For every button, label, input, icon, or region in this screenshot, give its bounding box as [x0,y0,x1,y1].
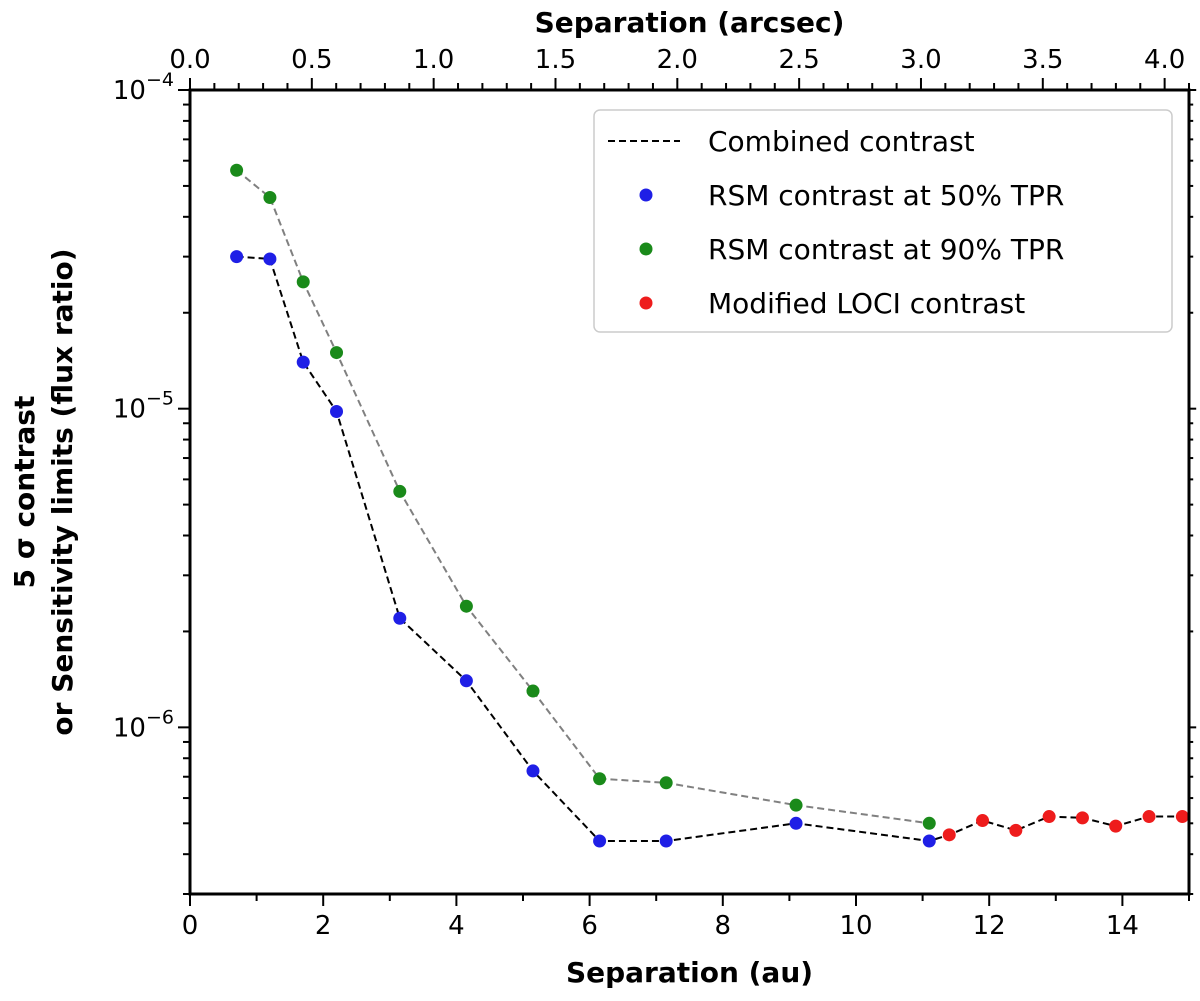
point-rsm-contrast-at-50-tpr [459,674,473,688]
point-rsm-contrast-at-90-tpr [459,599,473,613]
legend: Combined contrast RSM contrast at 50% TPR… [593,109,1173,333]
y-tick-label: 10−6 [113,706,174,743]
point-rsm-contrast-at-50-tpr [526,764,540,778]
x2-tick-label: 2.5 [778,45,819,75]
y-axis-title-line1: 5 σ contrast [8,396,41,589]
series-points [230,163,1189,848]
point-modified-loci-contrast [1175,810,1189,824]
point-rsm-contrast-at-90-tpr [263,190,277,204]
point-rsm-contrast-at-90-tpr [526,684,540,698]
point-modified-loci-contrast [1142,810,1156,824]
legend-marker-swatch [639,188,653,202]
point-rsm-contrast-at-90-tpr [593,772,607,786]
point-modified-loci-contrast [1075,811,1089,825]
y-tick-label: 10−5 [113,388,174,425]
x2-tick-label: 1.5 [535,45,576,75]
point-rsm-contrast-at-90-tpr [230,163,244,177]
point-modified-loci-contrast [1109,819,1123,833]
point-rsm-contrast-at-50-tpr [922,834,936,848]
x2-tick-label: 3.5 [1022,45,1063,75]
legend-marker-swatch [639,242,653,256]
x-tick-label: 8 [715,911,732,941]
point-rsm-contrast-at-90-tpr [296,275,310,289]
x-tick-label: 2 [315,911,332,941]
point-rsm-contrast-at-90-tpr [789,798,803,812]
point-rsm-contrast-at-50-tpr [789,816,803,830]
x2-tick-label: 0.5 [291,45,332,75]
point-rsm-contrast-at-50-tpr [230,250,244,264]
point-modified-loci-contrast [1009,823,1023,837]
legend-label: RSM contrast at 90% TPR [708,233,1064,266]
x-tick-label: 14 [1106,911,1139,941]
point-rsm-contrast-at-90-tpr [393,484,407,498]
point-rsm-contrast-at-90-tpr [659,776,673,790]
x-tick-label: 6 [581,911,598,941]
legend-label: RSM contrast at 50% TPR [708,179,1064,212]
point-modified-loci-contrast [976,814,990,828]
point-rsm-contrast-at-90-tpr [922,816,936,830]
x2-tick-label: 4.0 [1144,45,1185,75]
point-modified-loci-contrast [942,828,956,842]
x-tick-label: 4 [448,911,465,941]
x-tick-label: 10 [839,911,872,941]
point-rsm-contrast-at-50-tpr [296,355,310,369]
y-tick-label: 10−4 [113,69,174,106]
point-rsm-contrast-at-90-tpr [330,346,344,360]
x-axis-title: Separation (au) [566,956,813,989]
tick-labels: 0 2 4 6 8 10 12 14 0.0 0.5 1.0 1.5 2.0 2.5 3.0 3.5 4.0 10… [113,45,1185,941]
x-tick-label: 0 [182,911,199,941]
x2-tick-label: 0.0 [169,45,210,75]
point-rsm-contrast-at-50-tpr [393,611,407,625]
point-rsm-contrast-at-50-tpr [593,834,607,848]
x2-tick-label: 1.0 [413,45,454,75]
point-rsm-contrast-at-50-tpr [330,404,344,418]
top-axis-title: Separation (arcsec) [535,6,845,39]
point-rsm-contrast-at-50-tpr [659,834,673,848]
plot-frame [188,88,1191,896]
y-axis-title-line2: or Sensitivity limits (flux ratio) [46,248,79,735]
legend-label: Modified LOCI contrast [708,287,1025,320]
legend-label: Combined contrast [708,125,975,158]
legend-box [593,109,1173,333]
point-modified-loci-contrast [1042,810,1056,824]
x-tick-label: 12 [973,911,1006,941]
point-rsm-contrast-at-50-tpr [263,252,277,266]
x2-tick-label: 3.0 [900,45,941,75]
x2-tick-label: 2.0 [657,45,698,75]
legend-marker-swatch [639,296,653,310]
